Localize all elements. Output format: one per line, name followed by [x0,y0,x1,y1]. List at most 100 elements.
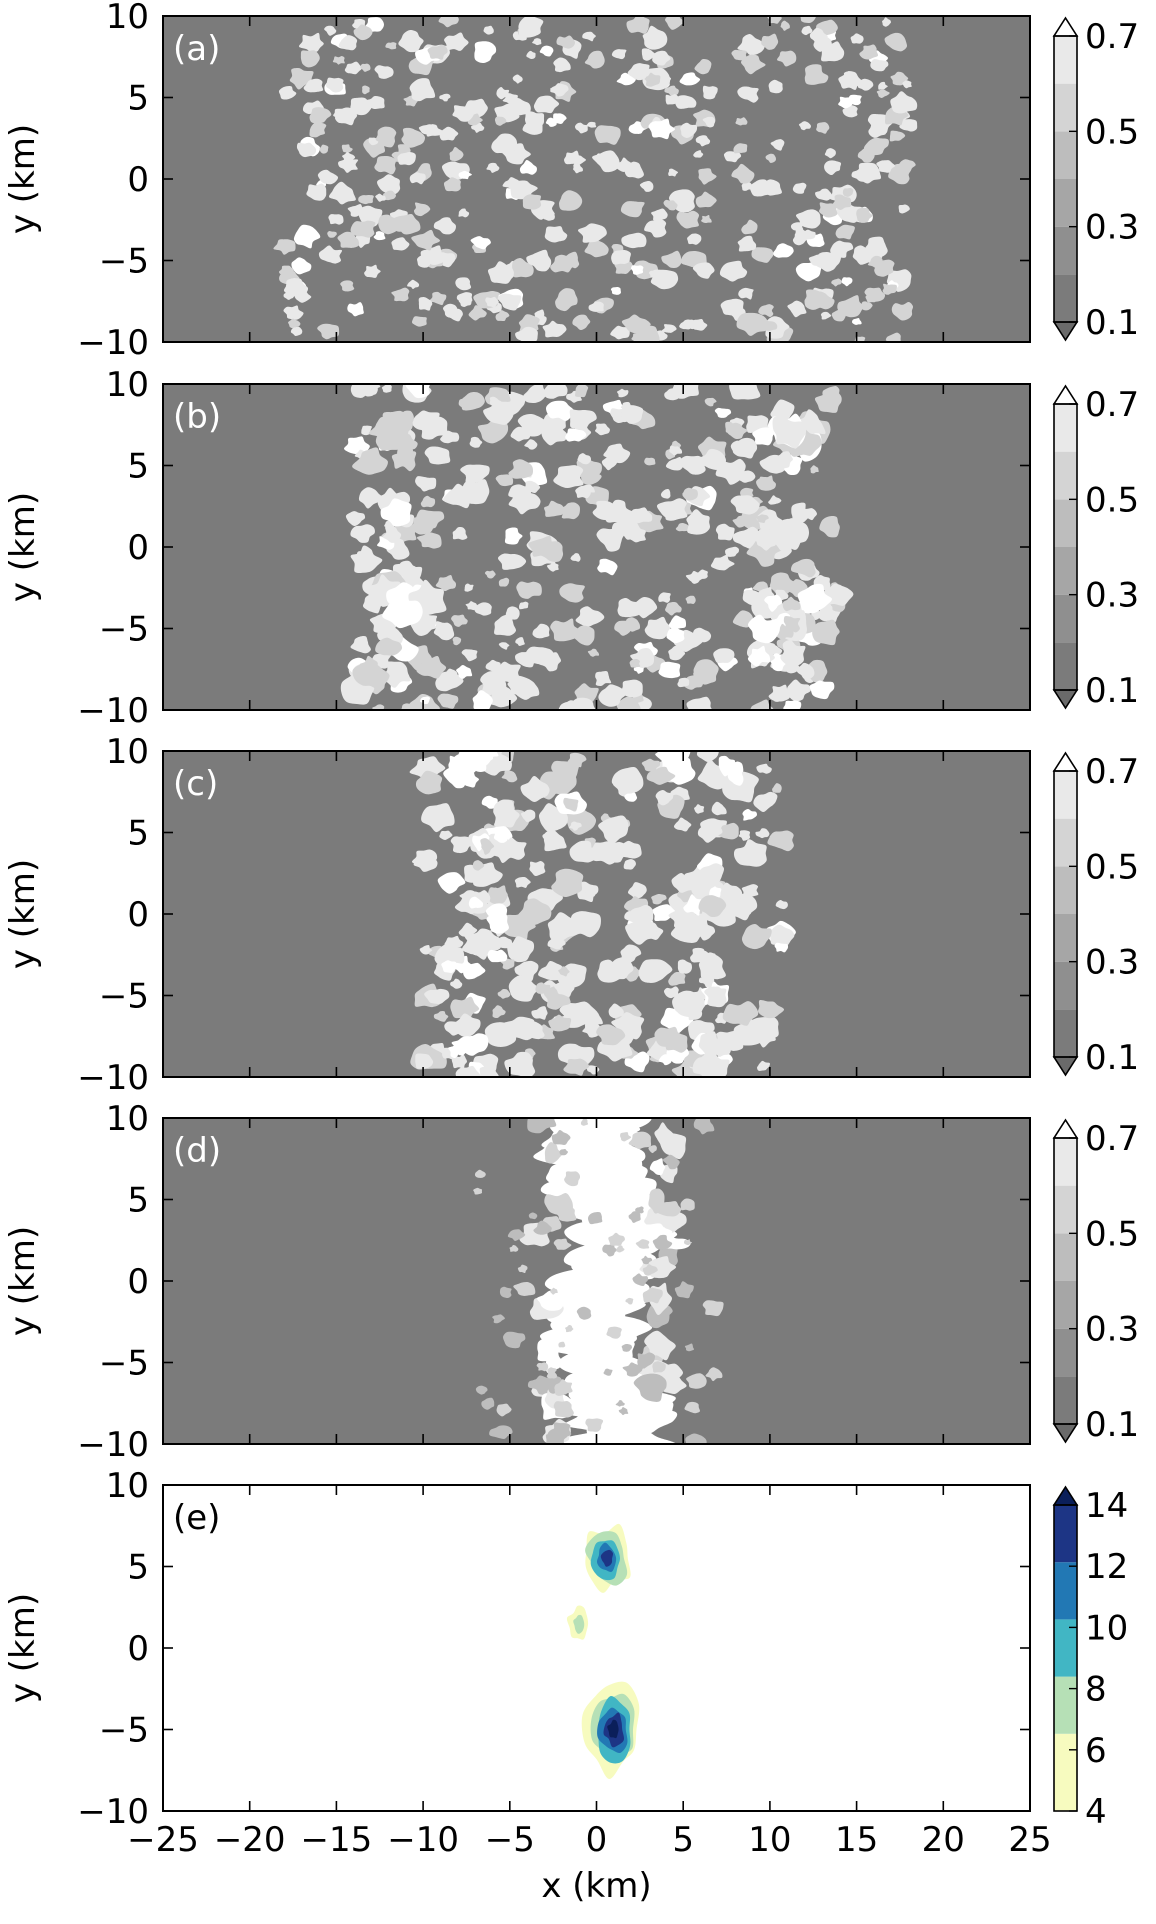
cloud-cell [732,515,748,528]
cloud-cluster [782,596,801,612]
cloud-cell [587,648,600,657]
cloud-cell [594,423,610,436]
colorbar-segment [1054,1233,1077,1281]
cloud-cell [340,280,355,292]
cloud-cell [684,1401,701,1414]
cloud-cell [693,1118,715,1135]
cloud-cell [385,42,397,50]
cloud-cell [889,130,906,142]
cloud-cell [798,121,811,131]
cloud-cell [824,160,842,176]
cloud-cell [534,309,545,319]
colorbar-tick-label: 0.7 [1085,752,1139,792]
cloud-cell [663,505,685,521]
cloud-cluster [780,639,806,667]
cloud-cell [290,326,303,337]
cloud-cell [890,91,918,114]
cloud-cell [867,255,883,269]
cloud-cell [409,78,436,102]
cloud-cell [499,1286,512,1299]
cloud-cell [573,163,583,174]
cloud-cell [510,426,531,442]
cloud-cell [452,105,475,122]
cloud-cell [570,697,596,710]
cloud-cell [664,16,685,30]
cloud-cell [627,63,650,81]
cloud-cell [413,163,432,182]
colorbar-segment [1054,36,1077,84]
cloud-cell [547,426,564,439]
cloud-cell [575,384,589,398]
cloud-cell [790,558,816,578]
cloud-cell [800,16,816,24]
cloud-cell [558,1341,566,1348]
cloud-cell [635,1206,644,1214]
field-features [409,751,796,1077]
cloud-cell [539,45,554,57]
cloud-cell [374,65,394,79]
cloud-cell [620,201,645,218]
cloud-cell [469,436,483,448]
cloud-cell [576,1306,592,1320]
cloud-cell [484,570,496,579]
cloud-cell [685,1433,707,1444]
cloud-cluster [350,545,383,574]
cloud-cell [400,703,418,710]
cloud-cell [495,474,514,487]
colorbar-segment [1054,594,1077,643]
cloud-cell [487,261,517,284]
cloud-cell [328,181,356,205]
cloud-cell [768,79,783,94]
y-tick-label: −5 [99,610,149,650]
cloud-cell [456,664,473,679]
cloud-cell [622,1362,643,1377]
cloud-cell [665,601,682,616]
cloud-cell [595,671,612,687]
cloud-cell [820,311,832,320]
cloud-cell [610,286,621,295]
x-tick-label: 20 [922,1820,965,1860]
cloud-cell [538,540,564,562]
cloud-cell [554,1206,577,1222]
cloud-cell [565,428,587,442]
cloud-cell [508,484,532,501]
cloud-cell [538,960,565,981]
cloud-cluster [391,450,417,472]
contour-level [600,1549,614,1567]
colorbar-segment [1054,451,1077,500]
y-tick-label: −5 [99,1344,149,1384]
colorbar-tick-label: 0.1 [1085,1405,1139,1445]
cloud-cell [725,546,740,557]
cloud-cell [642,1287,663,1304]
cloud-cell [769,833,786,844]
cloud-cluster [797,583,833,614]
cloud-cell [737,86,759,103]
cloud-cell [822,385,840,399]
y-tick-label: 10 [106,1466,149,1506]
cloud-cell [732,526,760,550]
cloud-cell [624,617,641,632]
y-tick-label: −10 [77,691,149,731]
cloud-cell [306,183,327,201]
cloud-cell [418,124,435,135]
x-tick-label: 15 [835,1820,878,1860]
cloud-cell [433,217,456,235]
cloud-cell [450,978,463,989]
cloud-cell [546,400,574,421]
cloud-cell [714,407,732,418]
colorbar-tick-label: 10 [1085,1608,1128,1648]
cloud-cell [627,527,646,543]
cloud-cell [648,1145,657,1154]
cloud-cell [664,85,679,96]
cloud-cell [768,684,791,702]
cloud-cell [856,207,873,223]
cloud-cell [731,163,755,184]
cloud-cell [492,1314,505,1324]
cloud-cell [669,445,683,456]
x-tick-label: 0 [586,1820,608,1860]
cloud-cluster [486,910,509,934]
cloud-cell [350,524,375,543]
cloud-cell [582,31,596,42]
cloud-cell [551,760,580,785]
cloud-cluster [483,751,499,759]
